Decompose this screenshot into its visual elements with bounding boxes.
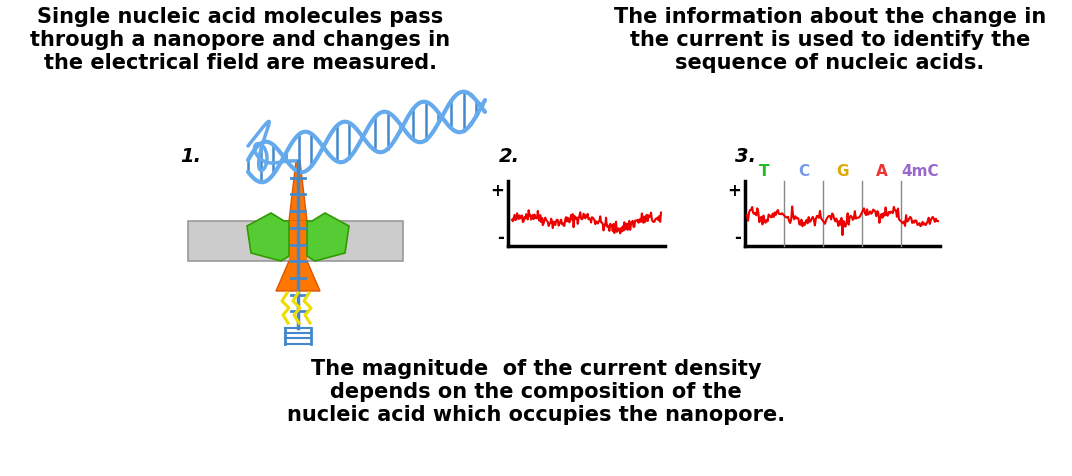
Text: A: A [876,164,888,178]
Text: Single nucleic acid molecules pass
through a nanopore and changes in
the electri: Single nucleic acid molecules pass throu… [30,7,450,73]
Text: -: - [734,228,741,247]
Text: T: T [759,164,770,178]
Text: C: C [798,164,809,178]
Bar [188,221,403,261]
Polygon shape [276,261,321,291]
Polygon shape [289,162,307,221]
Polygon shape [307,214,349,261]
Bar [289,221,307,261]
Text: +: + [490,182,504,199]
Text: 4mC: 4mC [902,164,939,178]
Text: 2.: 2. [498,147,520,166]
Text: The magnitude  of the current density
depends on the composition of the
nucleic : The magnitude of the current density dep… [287,358,785,425]
Text: 1.: 1. [180,147,202,166]
Text: The information about the change in
the current is used to identify the
sequence: The information about the change in the … [614,7,1046,73]
Text: G: G [836,164,849,178]
Text: +: + [727,182,741,199]
Text: -: - [497,228,504,247]
Polygon shape [247,214,289,261]
Text: 3.: 3. [735,147,756,166]
